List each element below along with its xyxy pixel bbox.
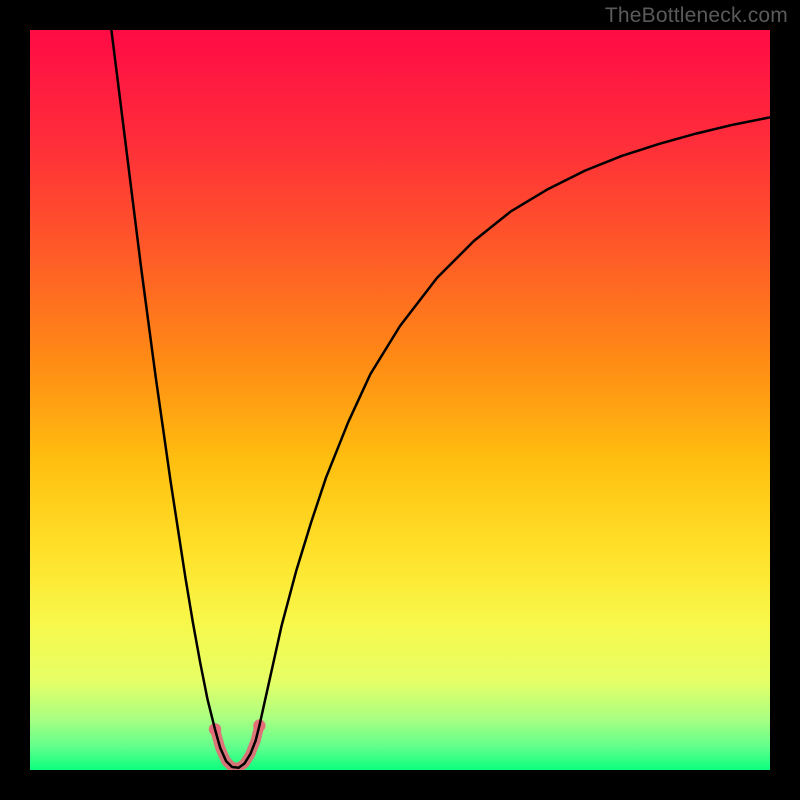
plot-background <box>30 30 770 770</box>
chart-stage: TheBottleneck.com <box>0 0 800 800</box>
chart-svg <box>0 0 800 800</box>
